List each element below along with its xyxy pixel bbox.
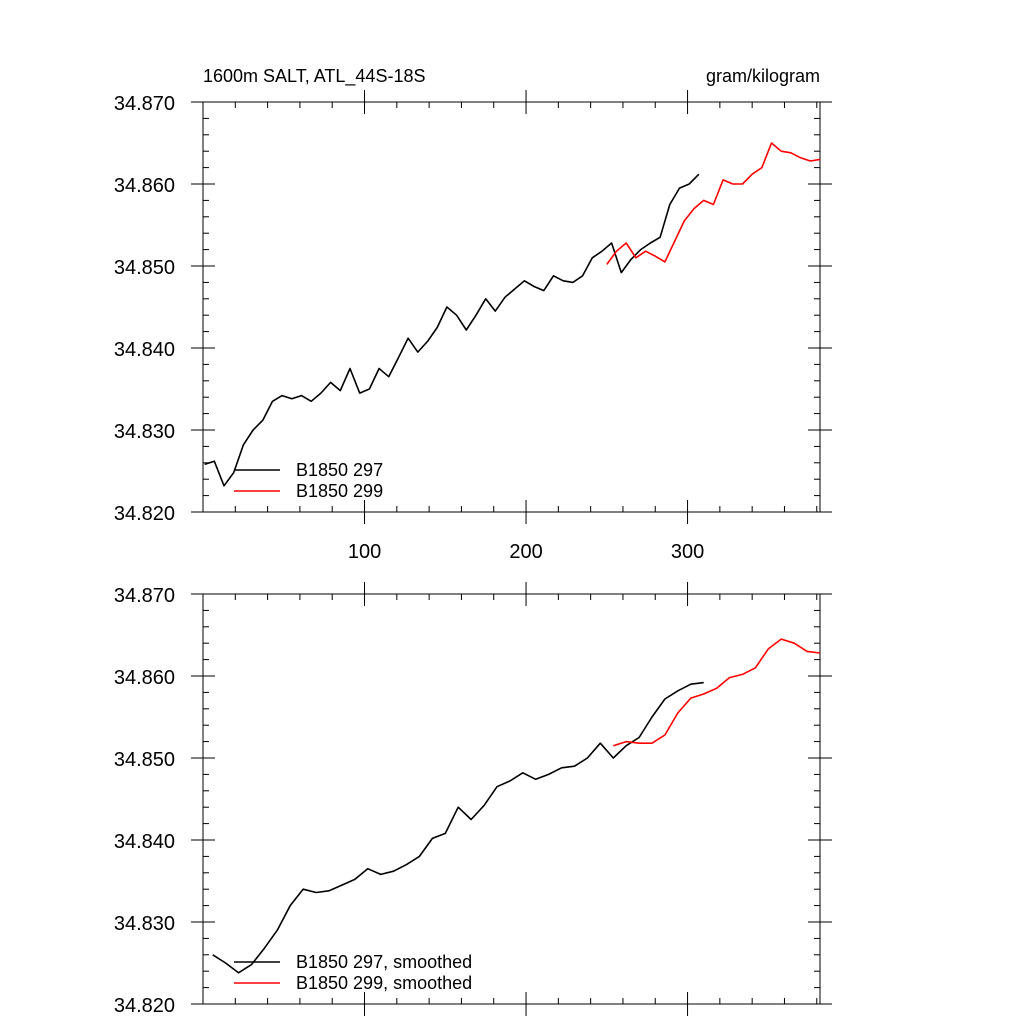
plot-frame: [202, 593, 821, 1005]
y-tick-label: 34.840: [114, 339, 175, 361]
y-tick-label: 34.820: [114, 503, 175, 525]
legend-label: B1850 297, smoothed: [296, 952, 472, 972]
series-line: [606, 142, 821, 265]
title-right: gram/kilogram: [706, 66, 820, 86]
x-tick-label: 300: [671, 541, 704, 563]
y-tick-label: 34.830: [114, 421, 175, 443]
legend-label: B1850 299: [296, 481, 383, 501]
y-tick-label: 34.870: [114, 585, 175, 607]
series-line: [204, 173, 700, 487]
y-tick-label: 34.860: [114, 667, 175, 689]
y-tick-label: 34.870: [114, 93, 175, 115]
x-tick-label: 100: [348, 541, 381, 563]
series-line: [212, 681, 704, 974]
y-tick-label: 34.850: [114, 257, 175, 279]
y-tick-label: 34.830: [114, 913, 175, 935]
legend-label: B1850 299, smoothed: [296, 973, 472, 993]
raw-salinity-panel: 34.820 34.830 34.840 34.850 34.860 34.870 100 2…: [114, 90, 832, 563]
legend-label: B1850 297: [296, 460, 383, 480]
y-tick-label: 34.850: [114, 749, 175, 771]
smoothed-salinity-panel: 34.820 34.830 34.840 34.850 34.860 34.870 B185…: [114, 582, 832, 1017]
y-tick-label: 34.840: [114, 831, 175, 853]
title-left: 1600m SALT, ATL_44S-18S: [203, 66, 425, 87]
plot-frame: [202, 101, 821, 513]
x-tick-label: 200: [509, 541, 542, 563]
y-tick-label: 34.860: [114, 175, 175, 197]
y-tick-label: 34.820: [114, 995, 175, 1017]
series-line: [613, 638, 821, 747]
